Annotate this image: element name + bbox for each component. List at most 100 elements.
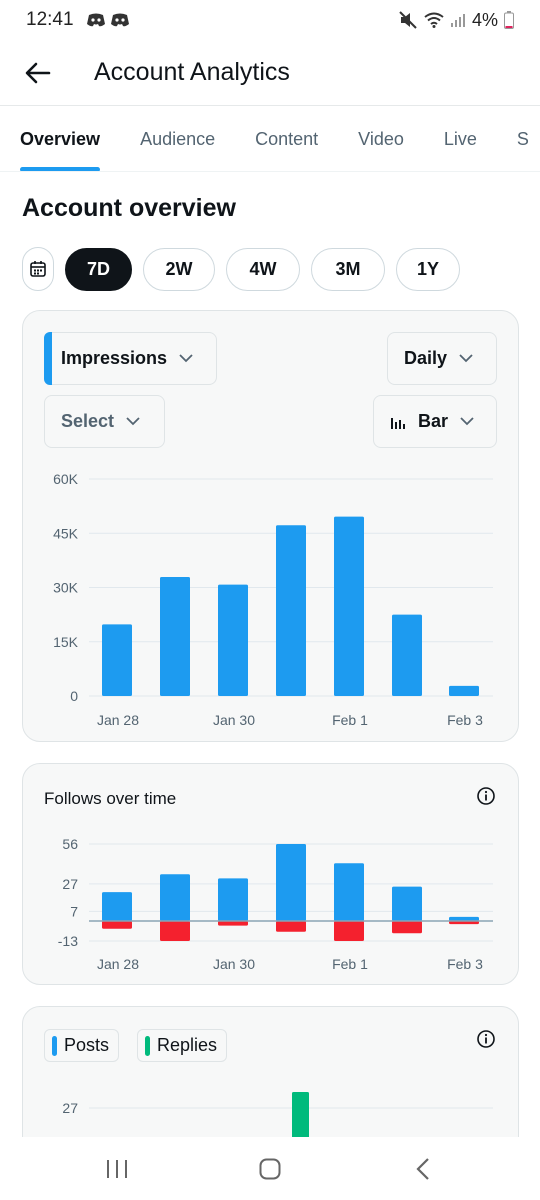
posts-swatch — [52, 1035, 57, 1056]
status-time: 12:41 — [26, 9, 74, 30]
x-tick-label: Jan 28 — [97, 712, 139, 728]
calendar-button[interactable] — [22, 247, 54, 291]
range-4w-button[interactable]: 4W — [226, 247, 300, 291]
date-range-selector: 7D 2W 4W 3M 1Y — [22, 247, 460, 291]
back-arrow-icon — [25, 62, 51, 83]
follows-lost-bar — [218, 921, 248, 926]
chevron-down-icon — [126, 417, 140, 426]
notification-icons — [86, 12, 130, 28]
section-title: Account overview — [22, 194, 236, 222]
discord-icon — [86, 13, 105, 27]
tab-audience[interactable]: Audience — [120, 106, 235, 171]
y-tick-label: 15K — [53, 634, 79, 650]
follows-chart: 56 27 7 -13 Jan 28 Jan 30 Feb 1 Feb 3 — [58, 836, 493, 972]
discord-icon — [110, 13, 129, 27]
y-tick-label: 45K — [53, 525, 79, 541]
follows-gained-bar — [334, 863, 364, 921]
tab-live[interactable]: Live — [424, 106, 497, 171]
battery-percent: 4% — [471, 9, 498, 30]
y-tick-label: 30K — [53, 580, 79, 596]
y-tick-label: 27 — [62, 1100, 78, 1116]
calendar-icon — [30, 261, 46, 277]
impressions-bar — [160, 577, 190, 696]
impressions-chart: 60K 45K 30K 15K 0 Jan 28 Jan 30 Feb 1 Feb 3 — [53, 471, 493, 728]
tab-overview[interactable]: Overview — [0, 106, 120, 171]
tab-content[interactable]: Content — [235, 106, 338, 171]
tab-bar: Overview Audience Content Video Live S — [0, 106, 540, 172]
y-tick-label: 7 — [70, 903, 78, 919]
chart-type-dropdown[interactable]: Bar — [373, 395, 497, 448]
interval-dropdown-label: Daily — [404, 348, 448, 368]
metric-color-indicator — [44, 332, 52, 385]
chart-type-label: Bar — [418, 411, 449, 431]
y-tick-label: 60K — [53, 471, 79, 487]
chevron-down-icon — [459, 354, 473, 363]
x-tick-label: Feb 1 — [332, 956, 368, 972]
battery-icon — [504, 11, 514, 29]
recents-button[interactable] — [87, 1144, 147, 1194]
status-right: 4% — [398, 10, 514, 31]
legend-posts[interactable]: Posts — [44, 1029, 120, 1062]
impressions-bar — [334, 516, 364, 696]
x-tick-label: Jan 30 — [213, 956, 255, 972]
impressions-bar — [218, 584, 248, 696]
follows-lost-bar — [449, 921, 479, 925]
follows-gained-bar — [218, 878, 248, 921]
mute-icon — [399, 11, 417, 29]
tab-label: Audience — [140, 128, 216, 149]
range-7d-button[interactable]: 7D — [65, 247, 132, 291]
legend-posts-label: Posts — [64, 1035, 110, 1055]
y-tick-label: 0 — [70, 688, 78, 704]
tab-label: Content — [255, 128, 319, 149]
y-tick-label: -13 — [58, 933, 78, 949]
follows-gained-bar — [392, 886, 422, 921]
x-tick-label: Feb 3 — [447, 956, 483, 972]
tab-label: Overview — [20, 128, 101, 149]
x-tick-label: Jan 28 — [97, 956, 139, 972]
follows-lost-bar — [102, 921, 132, 929]
back-button[interactable] — [18, 53, 58, 93]
page-title: Account Analytics — [94, 58, 290, 86]
follows-gained-bar — [102, 892, 132, 921]
range-3m-button[interactable]: 3M — [311, 247, 385, 291]
y-tick-label: 27 — [62, 876, 78, 892]
info-icon[interactable] — [476, 1029, 496, 1049]
follows-lost-bar — [160, 921, 190, 941]
back-chevron-icon — [416, 1157, 430, 1180]
range-1y-button[interactable]: 1Y — [396, 247, 460, 291]
tab-label: Video — [358, 128, 404, 149]
range-2w-button[interactable]: 2W — [143, 247, 215, 291]
chevron-down-icon — [460, 417, 474, 426]
impressions-bar — [276, 525, 306, 696]
tab-label: Live — [443, 128, 477, 149]
active-tab-indicator — [20, 167, 101, 171]
back-nav-button[interactable] — [393, 1144, 453, 1194]
x-tick-label: Feb 1 — [332, 712, 368, 728]
app-header: Account Analytics — [0, 40, 540, 106]
chevron-down-icon — [179, 354, 193, 363]
impressions-bar — [102, 624, 132, 696]
tab-video[interactable]: Video — [338, 106, 424, 171]
x-tick-label: Jan 30 — [213, 712, 255, 728]
follows-card-title: Follows over time — [44, 789, 177, 808]
legend-replies-label: Replies — [157, 1035, 218, 1055]
compare-dropdown-label: Select — [61, 411, 115, 431]
tab-more[interactable]: S — [497, 106, 540, 171]
info-icon[interactable] — [476, 786, 496, 806]
compare-dropdown[interactable]: Select — [44, 395, 165, 448]
home-icon — [259, 1158, 281, 1179]
metric-dropdown-label: Impressions — [61, 348, 168, 368]
status-bar: 12:41 4% — [0, 0, 540, 40]
legend-replies[interactable]: Replies — [137, 1029, 228, 1062]
signal-icon — [450, 14, 465, 27]
impressions-bar — [449, 685, 479, 696]
metric-dropdown[interactable]: Impressions — [44, 332, 217, 385]
home-button[interactable] — [240, 1144, 300, 1194]
follows-gained-bar — [160, 874, 190, 921]
tab-label: S — [516, 128, 529, 149]
interval-dropdown[interactable]: Daily — [387, 332, 497, 385]
y-tick-label: 56 — [62, 836, 78, 852]
recents-icon — [106, 1159, 127, 1178]
impressions-bar — [392, 614, 422, 696]
x-tick-label: Feb 3 — [447, 712, 483, 728]
